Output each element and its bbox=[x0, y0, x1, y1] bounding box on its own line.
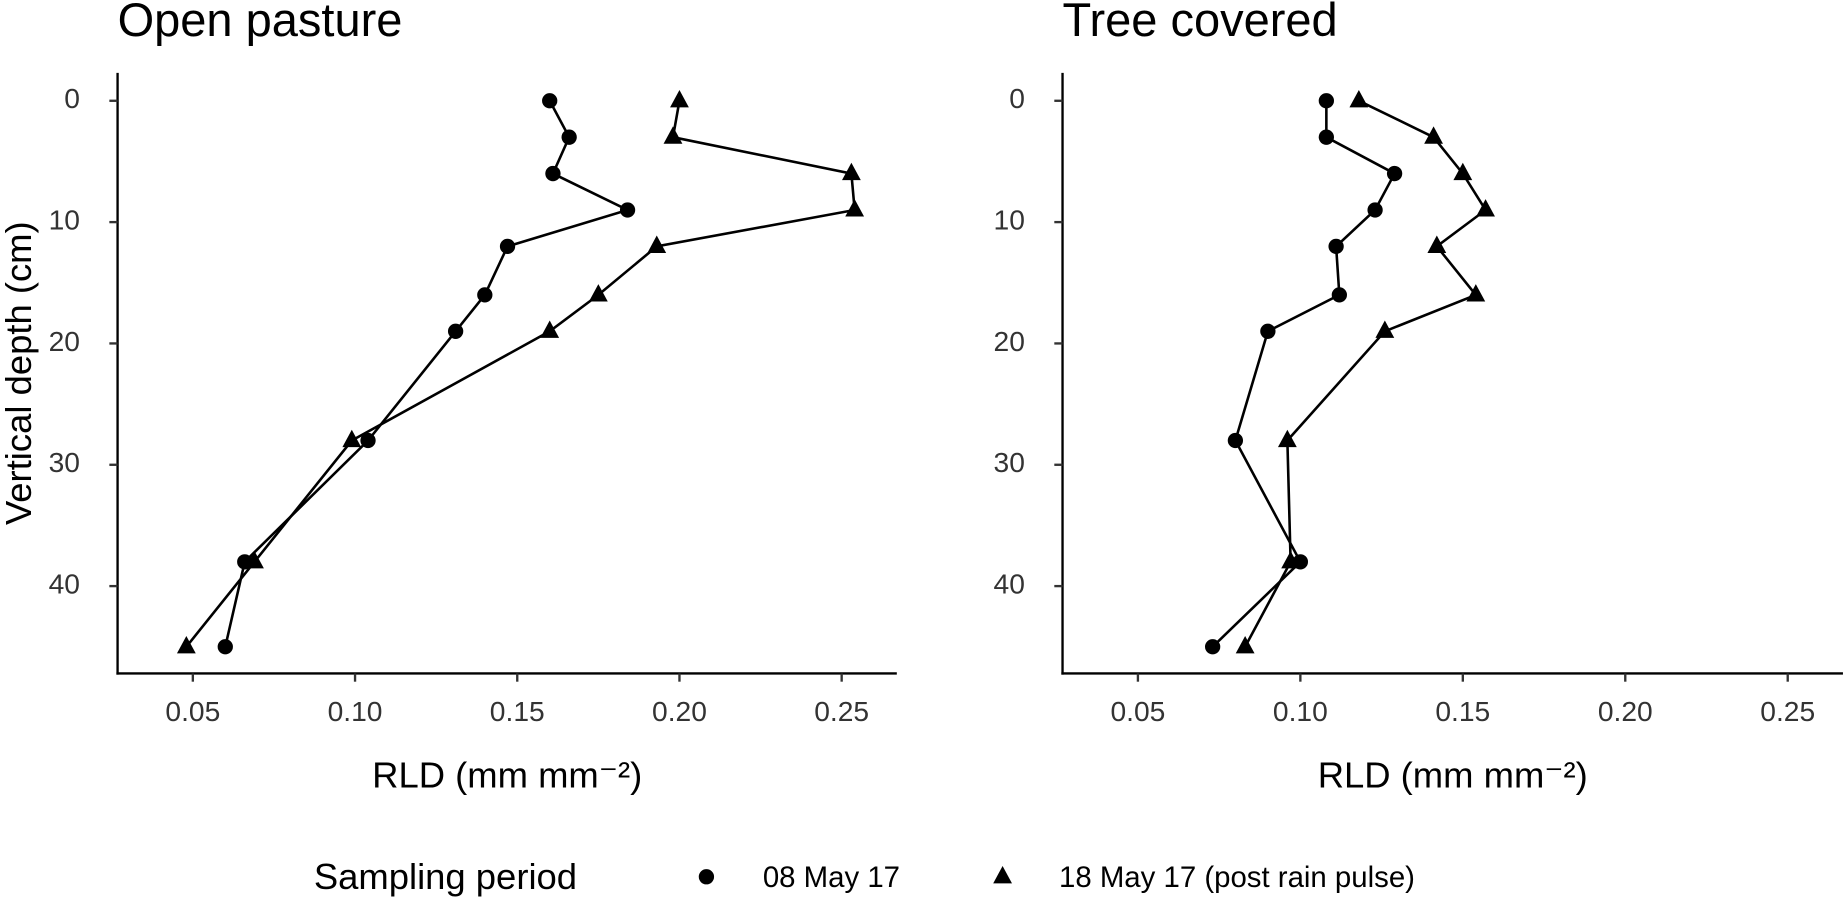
marker-circle bbox=[1227, 432, 1244, 449]
marker-triangle bbox=[1235, 635, 1255, 654]
marker-triangle bbox=[1427, 235, 1447, 253]
y-tick-label: 10 bbox=[994, 204, 1025, 236]
series-line bbox=[224, 100, 632, 648]
series-line bbox=[185, 100, 857, 648]
legend-label: 08 May 17 bbox=[763, 861, 900, 894]
marker-circle bbox=[1386, 165, 1403, 182]
marker-triangle bbox=[540, 320, 560, 338]
panel-title: Open pasture bbox=[118, 0, 403, 46]
marker-triangle bbox=[1476, 199, 1495, 217]
y-tick-label: 0 bbox=[1009, 82, 1025, 114]
legend-title: Sampling period bbox=[314, 856, 577, 897]
marker-triangle bbox=[845, 199, 865, 217]
marker-triangle bbox=[1453, 162, 1473, 181]
marker-triangle bbox=[663, 126, 683, 144]
marker-triangle bbox=[1466, 284, 1486, 302]
marker-circle bbox=[542, 93, 558, 109]
marker-triangle bbox=[1375, 320, 1395, 338]
marker-circle bbox=[499, 238, 516, 255]
marker-triangle bbox=[588, 284, 608, 302]
marker-circle bbox=[360, 432, 376, 449]
x-tick-label: 0.25 bbox=[1760, 695, 1815, 727]
marker-triangle bbox=[176, 635, 196, 654]
marker-triangle bbox=[841, 162, 861, 181]
marker-triangle bbox=[1349, 89, 1369, 108]
marker-triangle bbox=[647, 235, 667, 253]
y-tick-label: 0 bbox=[64, 82, 80, 114]
x-tick-label: 0.20 bbox=[652, 695, 707, 727]
panel-title: Tree covered bbox=[1063, 0, 1338, 46]
series-line bbox=[1243, 99, 1488, 648]
y-tick-label: 20 bbox=[49, 325, 80, 357]
y-tick-label: 40 bbox=[49, 568, 80, 600]
y-tick-label: 30 bbox=[49, 446, 80, 478]
marker-triangle bbox=[245, 551, 264, 569]
marker-triangle bbox=[342, 429, 362, 448]
marker-circle bbox=[1318, 129, 1334, 145]
marker-circle bbox=[1260, 323, 1276, 339]
y-tick-label: 20 bbox=[994, 325, 1025, 357]
x-tick-label: 0.25 bbox=[814, 695, 869, 727]
marker-triangle bbox=[1277, 429, 1297, 448]
y-tick-label: 10 bbox=[49, 204, 80, 236]
legend-key bbox=[698, 869, 715, 885]
series-line bbox=[1211, 100, 1397, 648]
marker-circle bbox=[561, 129, 577, 145]
marker-triangle bbox=[1281, 551, 1301, 569]
y-axis-title: Vertical depth (cm) bbox=[0, 221, 39, 525]
x-tick-label: 0.10 bbox=[1273, 695, 1328, 727]
marker-circle bbox=[545, 165, 561, 182]
marker-circle bbox=[619, 202, 636, 218]
marker-circle bbox=[1205, 639, 1221, 655]
x-tick-label: 0.15 bbox=[490, 695, 545, 727]
marker-triangle bbox=[670, 89, 689, 108]
marker-circle bbox=[477, 287, 493, 303]
x-axis-title: RLD (mm mm⁻²) bbox=[372, 755, 642, 796]
legend-label: 18 May 17 (post rain pulse) bbox=[1059, 861, 1415, 894]
y-tick-label: 30 bbox=[994, 446, 1025, 478]
marker-circle bbox=[217, 639, 233, 655]
x-tick-label: 0.15 bbox=[1435, 695, 1490, 727]
x-tick-label: 0.05 bbox=[1110, 695, 1165, 727]
x-tick-label: 0.05 bbox=[165, 695, 220, 727]
marker-circle bbox=[1328, 238, 1344, 255]
marker-triangle bbox=[1424, 126, 1443, 144]
x-tick-label: 0.20 bbox=[1598, 695, 1653, 727]
marker-circle bbox=[1331, 287, 1347, 303]
y-tick-label: 40 bbox=[994, 568, 1025, 600]
marker-circle bbox=[1318, 93, 1334, 109]
marker-circle bbox=[447, 323, 464, 339]
x-axis-title: RLD (mm mm⁻²) bbox=[1318, 755, 1588, 796]
legend-key bbox=[993, 865, 1012, 884]
marker-circle bbox=[1367, 202, 1383, 218]
x-tick-label: 0.10 bbox=[328, 695, 383, 727]
